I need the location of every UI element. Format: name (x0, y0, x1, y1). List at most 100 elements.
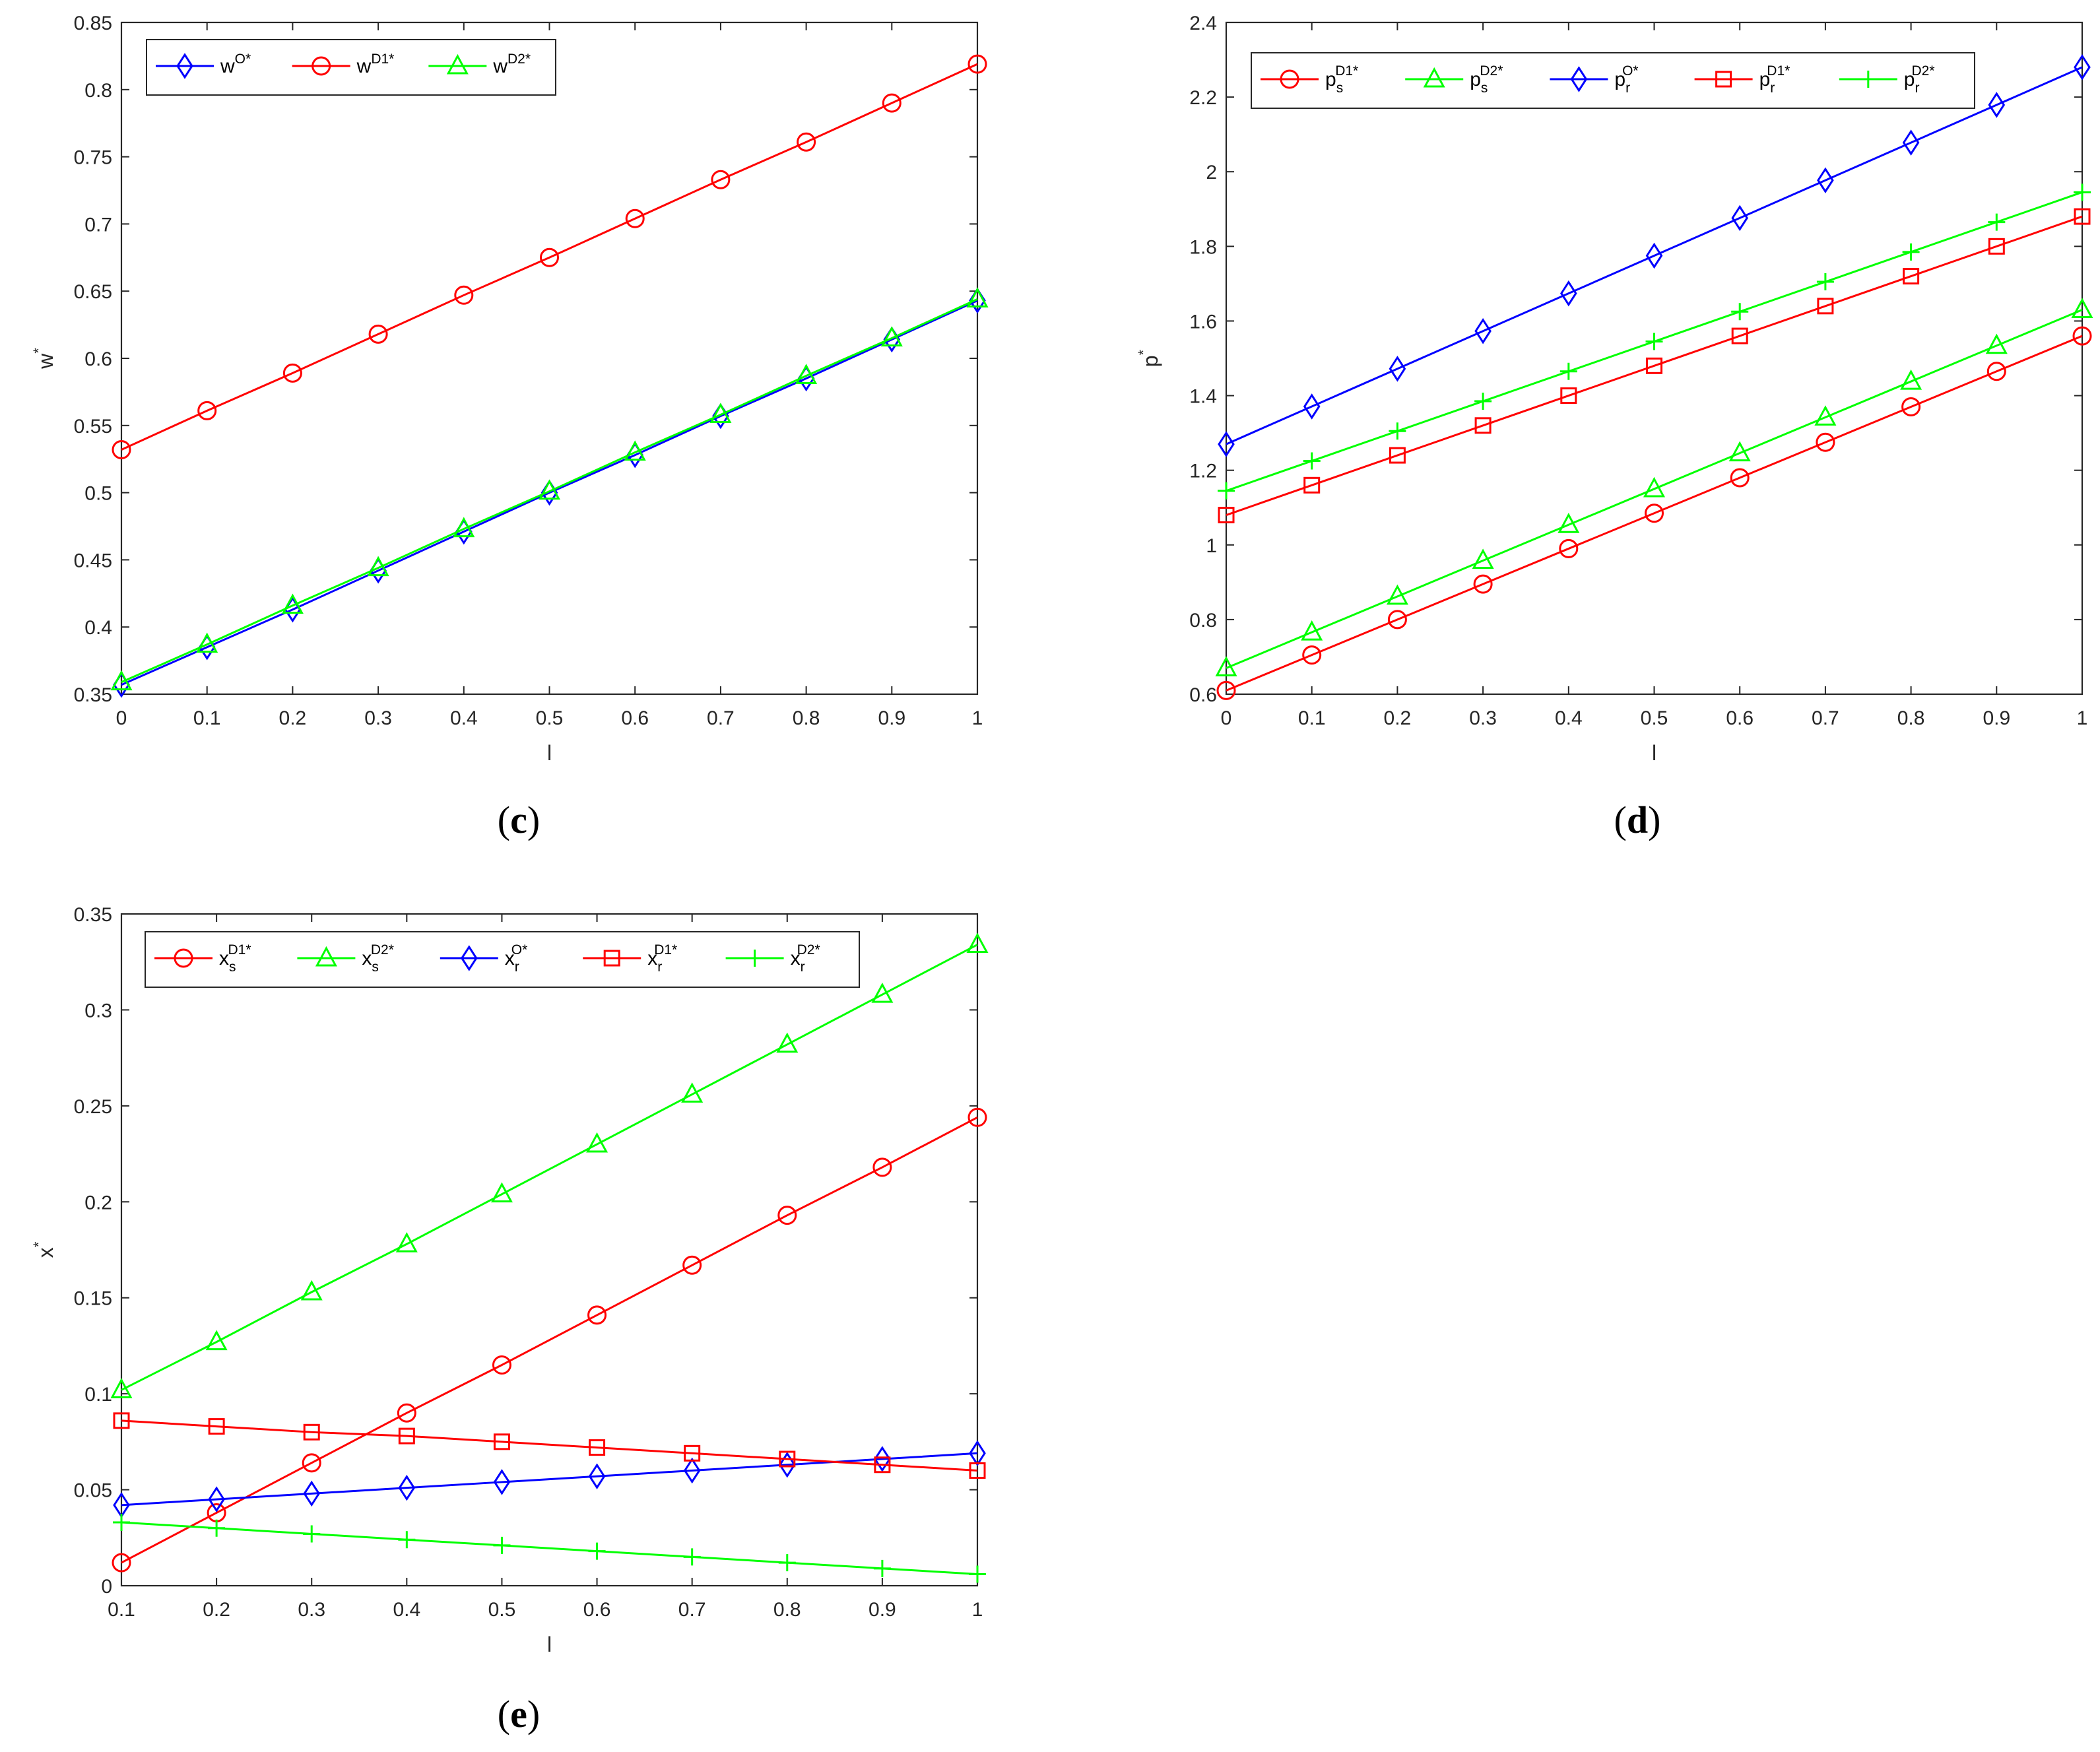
chart-c-axes-box (120, 21, 979, 696)
chart-d-series-4-point (1816, 273, 1834, 291)
chart-c-series-1-point (882, 93, 902, 113)
chart-e-series-1-line (121, 944, 978, 1391)
chart-c-series-2-line (121, 298, 978, 684)
chart-c: 0 0.1 0.2 0.3 0.4 0.5 0.6 0.7 0.8 0.9 1 0.35 0.4 0.45… (30, 13, 989, 841)
chart-e-series-3-point (208, 1418, 225, 1435)
chart-d-xtick-label: 0.6 (1726, 707, 1754, 729)
chart-c-xtick-label: 0.2 (279, 707, 307, 729)
chart-e-series-2-point (398, 1474, 416, 1501)
chart-c-series-1-point (711, 170, 731, 189)
chart-d-series-0-point (2072, 326, 2092, 346)
chart-d-xtick-label: 0.9 (1983, 707, 2010, 729)
chart-d-xtick-label: 0.2 (1384, 707, 1412, 729)
chart-d-series-2-line (1226, 66, 2083, 445)
chart-e-xtick-label: 0.6 (583, 1599, 611, 1621)
chart-d-xtick-label: 0.8 (1897, 707, 1925, 729)
chart-e-legend-marker (603, 950, 620, 967)
chart-e-series-2-point (683, 1457, 701, 1484)
chart-c-series-2-point (367, 556, 389, 577)
chart-c-ytick-label: 0.8 (84, 80, 112, 102)
chart-e-ytick-label: 0.3 (84, 1000, 112, 1022)
chart-c-series-2-point (795, 364, 818, 384)
chart-e-ytick-label: 0.2 (84, 1192, 112, 1214)
chart-e-legend-marker (461, 945, 478, 971)
chart-d-xtick-label: 0.7 (1812, 707, 1839, 729)
chart-c-series-1-point (797, 132, 816, 152)
chart-d-series-1-point (1301, 620, 1323, 641)
chart-e-series-3-point (779, 1450, 796, 1468)
chart-e-xtick-label: 1 (972, 1599, 983, 1621)
chart-c-series-1-line (121, 63, 978, 451)
chart-c-series-1-point (968, 54, 987, 74)
chart-e-series-1-point (966, 932, 989, 954)
chart-d-xtick-label: 0 (1221, 707, 1232, 729)
chart-d-series-0-point (1816, 432, 1835, 452)
chart-d-ytick-label: 1.2 (1189, 461, 1217, 482)
chart-e-ytick-label: 0.1 (84, 1384, 112, 1406)
chart-e-series-2-point (874, 1446, 891, 1472)
chart-e-legend-entry: xsD2* (362, 942, 394, 975)
chart-c-series-1-point (282, 363, 302, 383)
chart-c-series-2-point (624, 440, 646, 461)
chart-d-legend-entry: psD2* (1470, 63, 1503, 96)
chart-e-series-0-point (397, 1403, 416, 1423)
chart-e-series-0-point (492, 1355, 511, 1375)
chart-c-legend-entry: wD2* (492, 51, 531, 77)
chart-e: 0.1 0.2 0.3 0.4 0.5 0.6 0.7 0.8 0.9 1 0 0.05 0.1 0.15… (30, 904, 989, 1736)
chart-d-series-0-point (1216, 680, 1236, 700)
chart-d-series-1-point (1215, 656, 1237, 676)
chart-e-series-4-line (121, 1521, 978, 1576)
chart-d: 0 0.1 0.2 0.3 0.4 0.5 0.6 0.7 0.8 0.9 1 0.6 0.8 1 1.2 1… (1135, 13, 2093, 841)
chart-d-legend-entry: psD1* (1325, 63, 1358, 96)
chart-e-series-0-point (112, 1553, 131, 1573)
chart-c-xtick-label: 0.9 (878, 707, 905, 729)
chart-e-series-0-point (872, 1157, 892, 1177)
chart-d-series-0-point (1645, 503, 1664, 523)
chart-e-axes-box (120, 913, 979, 1587)
chart-e-series-0-point (587, 1305, 607, 1325)
chart-c-series-2-point (966, 287, 989, 308)
chart-d-series-0-point (1302, 645, 1322, 665)
chart-e-series-0-point (302, 1453, 321, 1473)
chart-c-ytick-label: 0.5 (84, 483, 112, 505)
chart-d-panel-label: (d) (1614, 798, 1661, 841)
chart-c-ytick-label: 0.7 (84, 214, 112, 236)
chart-d-series-0-point (1986, 362, 2006, 381)
chart-c-series-2-point (538, 479, 561, 500)
chart-d-series-2-point (1560, 280, 1577, 307)
chart-c-ytick-label: 0.55 (74, 416, 112, 438)
chart-c-legend-marker (446, 53, 469, 75)
chart-e-ytick-label: 0 (101, 1576, 112, 1598)
chart-d-series-2-point (1645, 242, 1663, 269)
chart-e-series-3-point (684, 1444, 701, 1462)
chart-d-series-3-line (1226, 215, 2083, 516)
chart-e-legend-box (145, 931, 860, 988)
chart-d-series-1-point (1472, 548, 1494, 569)
chart-d-series-4-point (2074, 183, 2091, 201)
chart-e-xtick-label: 0.3 (298, 1599, 325, 1621)
chart-d-ytick-label: 2.4 (1189, 13, 1217, 34)
chart-d-ylabel: p* (1135, 349, 1162, 367)
chart-c-legend-entry: wD1* (356, 51, 395, 77)
chart-e-panel-label: (e) (498, 1693, 540, 1736)
chart-e-ytick-label: 0.15 (74, 1288, 112, 1310)
chart-d-series-4-point (1731, 303, 1749, 321)
chart-c-xtick-label: 0 (116, 707, 127, 729)
chart-d-xtick-label: 0.4 (1555, 707, 1583, 729)
chart-d-series-2-point (1902, 129, 1920, 156)
chart-e-series-1-point (871, 982, 894, 1003)
chart-d-series-1-point (1558, 513, 1580, 533)
chart-d-legend: psD1* psD2* prO* prD1* prD2* (1251, 52, 1975, 109)
chart-e-legend-entry: xrD2* (791, 942, 820, 975)
chart-c-series-2-point (196, 632, 218, 653)
chart-e-series-4-point (208, 1519, 226, 1537)
chart-d-legend-marker (1423, 67, 1445, 88)
chart-e-legend-entry: xsD1* (219, 942, 251, 975)
chart-e-series-3-point (589, 1439, 606, 1456)
chart-d-ytick-label: 1.4 (1189, 386, 1217, 408)
chart-d-series-2-point (1389, 356, 1406, 382)
chart-c-ytick-label: 0.4 (84, 617, 112, 639)
chart-d-series-0-line (1226, 335, 2083, 692)
chart-e-series-3-point (113, 1412, 130, 1429)
chart-d-series-2-point (1988, 92, 2006, 118)
